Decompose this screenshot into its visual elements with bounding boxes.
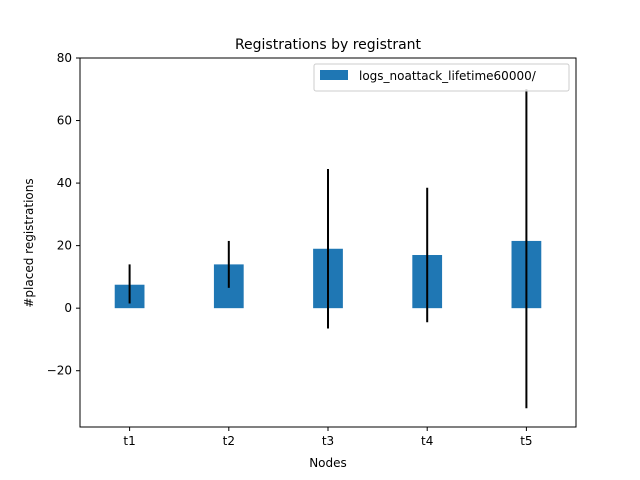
- x-tick-label: t3: [322, 434, 334, 448]
- y-tick-label: 0: [64, 301, 72, 315]
- legend-swatch: [320, 70, 348, 80]
- x-tick-label: t2: [223, 434, 235, 448]
- y-tick-label: 40: [57, 176, 72, 190]
- x-tick-label: t4: [421, 434, 433, 448]
- x-tick-label: t1: [123, 434, 135, 448]
- legend-box: [313, 63, 570, 92]
- y-tick-label: 60: [57, 114, 72, 128]
- y-tick-label: 20: [57, 239, 72, 253]
- legend: logs_noattack_lifetime60000/: [313, 63, 570, 92]
- y-tick-label: 80: [57, 51, 72, 65]
- y-tick-label: −20: [47, 364, 72, 378]
- x-tick-label: t5: [520, 434, 532, 448]
- chart-title: Registrations by registrant: [235, 37, 422, 53]
- legend-label: logs_noattack_lifetime60000/: [359, 69, 537, 83]
- plot-area: −20 0 20 40 60 80 t1 t2 t3 t4 t5: [47, 51, 577, 448]
- x-axis-label: Nodes: [309, 456, 347, 470]
- y-axis-label: #placed registrations: [22, 178, 36, 307]
